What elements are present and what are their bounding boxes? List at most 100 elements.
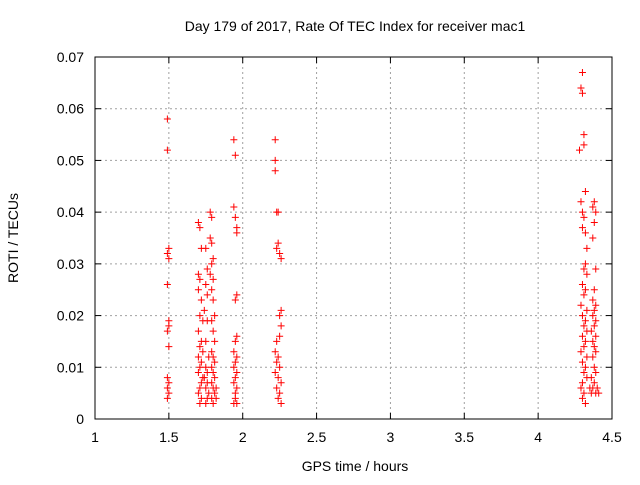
data-point — [165, 322, 173, 330]
data-point — [273, 384, 281, 392]
data-point — [208, 239, 216, 247]
data-point — [587, 327, 595, 335]
data-point — [590, 286, 598, 294]
data-point — [202, 384, 210, 392]
data-point — [233, 353, 241, 361]
data-point — [206, 270, 214, 278]
data-point — [580, 291, 588, 299]
data-point — [273, 208, 281, 216]
data-point — [208, 260, 216, 268]
data-point — [592, 348, 600, 356]
data-point — [277, 379, 285, 387]
data-point — [194, 353, 202, 361]
data-point — [165, 244, 173, 252]
data-point — [208, 363, 216, 371]
data-point — [209, 327, 217, 335]
data-point — [196, 399, 204, 407]
data-point — [577, 348, 585, 356]
data-point — [230, 379, 238, 387]
data-point — [587, 389, 595, 397]
data-point — [590, 306, 598, 314]
data-point — [583, 306, 591, 314]
data-point — [577, 301, 585, 309]
data-point — [196, 384, 204, 392]
data-point — [196, 343, 204, 351]
data-point — [209, 368, 217, 376]
x-axis-label: GPS time / hours — [302, 458, 409, 474]
data-point — [202, 399, 210, 407]
data-point — [589, 203, 597, 211]
grid-lines — [95, 57, 612, 419]
data-point — [578, 394, 586, 402]
x-tick-label: 3.5 — [455, 429, 475, 445]
data-point — [592, 301, 600, 309]
data-point — [578, 69, 586, 77]
data-point — [578, 89, 586, 97]
data-point — [577, 198, 585, 206]
x-tick-label: 3 — [387, 429, 395, 445]
y-tick-label: 0.06 — [57, 101, 84, 117]
data-point — [578, 208, 586, 216]
data-point — [202, 281, 210, 289]
data-point — [209, 296, 217, 304]
data-point — [230, 203, 238, 211]
data-point — [590, 343, 598, 351]
data-point — [233, 368, 241, 376]
data-point — [163, 384, 171, 392]
data-point — [194, 389, 202, 397]
data-point — [196, 363, 204, 371]
data-point — [277, 306, 285, 314]
data-point — [589, 353, 597, 361]
data-point — [211, 337, 219, 345]
chart-title: Day 179 of 2017, Rate Of TEC Index for r… — [185, 18, 526, 34]
data-point — [209, 275, 217, 283]
data-point — [233, 332, 241, 340]
data-point — [209, 353, 217, 361]
data-point — [233, 291, 241, 299]
data-point — [208, 286, 216, 294]
data-point — [197, 358, 205, 366]
data-point — [163, 115, 171, 123]
data-point — [581, 399, 589, 407]
data-point — [586, 384, 594, 392]
y-axis-label: ROTI / TECUs — [5, 193, 21, 283]
data-point — [593, 384, 601, 392]
data-point — [590, 198, 598, 206]
data-point — [273, 358, 281, 366]
data-point — [196, 275, 204, 283]
data-point — [165, 343, 173, 351]
data-point — [231, 394, 239, 402]
data-point — [230, 363, 238, 371]
data-point — [194, 270, 202, 278]
data-point — [163, 327, 171, 335]
data-point — [273, 244, 281, 252]
axis-ticks: 1 1.5 2 2.5 3 3.5 4 4.5 0 0.01 0.02 0.03 0.04 0.05 0.0… — [57, 49, 622, 445]
x-tick-label: 4.5 — [602, 429, 622, 445]
data-point — [231, 296, 239, 304]
data-point — [276, 389, 284, 397]
data-point — [271, 368, 279, 376]
data-point — [581, 229, 589, 237]
data-point — [277, 399, 285, 407]
data-point — [194, 286, 202, 294]
data-point — [592, 317, 600, 325]
data-point — [276, 250, 284, 258]
data-point — [580, 131, 588, 139]
data-point — [583, 353, 591, 361]
data-point — [231, 213, 239, 221]
data-point — [165, 255, 173, 263]
data-point — [589, 337, 597, 345]
data-point — [163, 250, 171, 258]
x-tick-label: 2 — [239, 429, 247, 445]
data-point — [209, 399, 217, 407]
data-point — [271, 156, 279, 164]
data-point — [194, 327, 202, 335]
data-point — [203, 265, 211, 273]
data-point — [197, 379, 205, 387]
data-point — [581, 317, 589, 325]
plot-frame — [94, 56, 613, 420]
data-point — [203, 291, 211, 299]
data-point — [208, 348, 216, 356]
